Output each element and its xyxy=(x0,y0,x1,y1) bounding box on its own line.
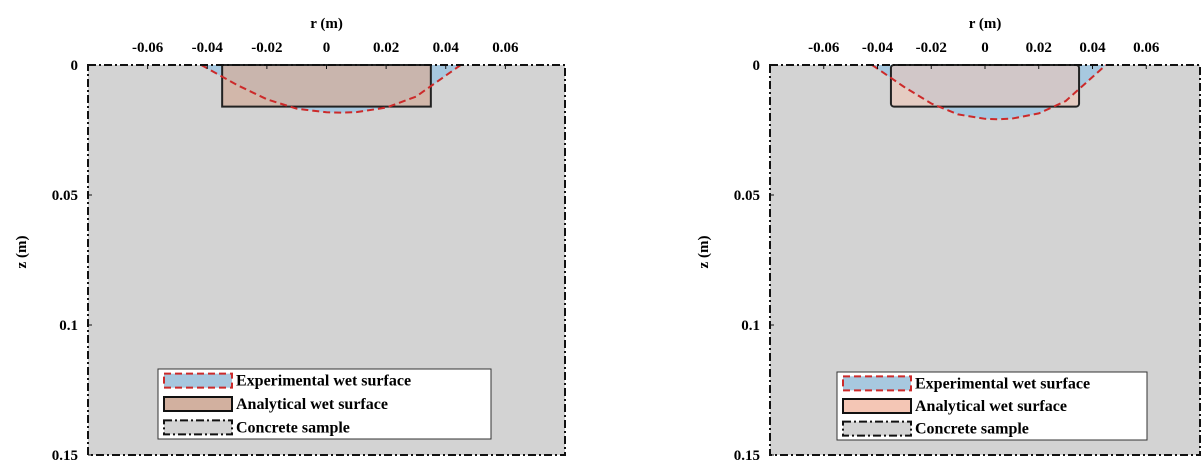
legend-swatch-analytical xyxy=(163,396,233,412)
legend-label: Concrete sample xyxy=(915,421,1029,438)
x-tick-label: 0.04 xyxy=(433,40,460,56)
analytical-wet-surface-fill xyxy=(222,65,431,107)
legend-swatch-concrete xyxy=(842,420,912,437)
legend-label: Experimental wet surface xyxy=(915,375,1090,392)
analytical-wet-surface-fill xyxy=(890,65,1080,107)
x-tick-label: 0 xyxy=(323,40,331,56)
x-tick-label: 0.02 xyxy=(373,40,399,56)
x-axis-title: r (m) xyxy=(969,16,1002,32)
legend-item: Experimental wet surface xyxy=(163,372,411,390)
experimental-wet-surface-boundary xyxy=(200,64,462,114)
x-tick-label: 0.02 xyxy=(1026,40,1052,56)
x-tick-label: -0.06 xyxy=(808,40,840,56)
x-tick-label: -0.06 xyxy=(132,40,164,56)
x-tick-label: -0.02 xyxy=(916,40,947,56)
legend-swatch-analytical xyxy=(842,398,912,414)
legend-swatch-experimental xyxy=(842,375,912,392)
y-tick-label: 0 xyxy=(753,58,761,74)
x-tick-label: -0.02 xyxy=(251,40,282,56)
x-tick-label: 0 xyxy=(981,40,989,56)
concrete-sample-border xyxy=(87,64,566,456)
legend-label: Analytical wet surface xyxy=(915,398,1067,415)
legend-label: Analytical wet surface xyxy=(236,396,388,413)
y-tick-label: 0.15 xyxy=(52,448,78,460)
x-axis-title: r (m) xyxy=(310,16,343,32)
legend-label: Concrete sample xyxy=(236,419,350,436)
y-tick-label: 0.05 xyxy=(52,188,78,204)
y-axis-title: z (m) xyxy=(14,236,30,269)
legend-swatch-concrete xyxy=(163,419,233,436)
legend-item: Analytical wet surface xyxy=(842,398,1067,415)
y-tick-label: 0.05 xyxy=(734,188,760,204)
legend-swatch-experimental xyxy=(163,372,233,389)
x-tick-label: -0.04 xyxy=(192,40,224,56)
y-tick-label: 0 xyxy=(71,58,79,74)
legend-label: Experimental wet surface xyxy=(236,373,411,390)
x-tick-label: 0.04 xyxy=(1079,40,1106,56)
y-tick-label: 0.15 xyxy=(734,448,760,460)
y-tick-label: 0.1 xyxy=(59,318,78,334)
legend: Experimental wet surface Analytical wet s… xyxy=(157,368,492,440)
experimental-wet-surface-boundary xyxy=(871,64,1107,121)
x-tick-label: 0.06 xyxy=(1133,40,1160,56)
legend: Experimental wet surface Analytical wet s… xyxy=(836,371,1148,441)
chart-panel-2: -0.06 -0.04 -0.02 0 0.02 0.04 0.06 0 0.05 0.1 0.15… xyxy=(696,16,1201,460)
legend-item: Experimental wet surface xyxy=(842,375,1090,392)
legend-item: Analytical wet surface xyxy=(163,396,388,413)
y-tick-label: 0.1 xyxy=(741,318,760,334)
x-tick-label: -0.04 xyxy=(862,40,894,56)
x-tick-label: 0.06 xyxy=(492,40,519,56)
legend-item: Concrete sample xyxy=(163,419,350,436)
legend-item: Concrete sample xyxy=(842,420,1029,438)
chart-panel-1: -0.06 -0.04 -0.02 0 0.02 0.04 0.06 0 0.05 0.1 0.15… xyxy=(14,16,566,460)
y-axis-title: z (m) xyxy=(696,236,712,269)
